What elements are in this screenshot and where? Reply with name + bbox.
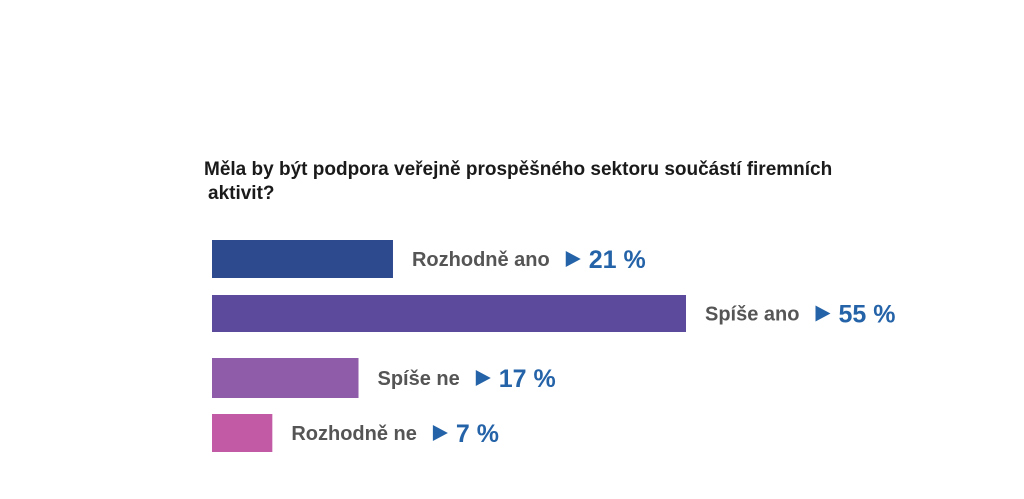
category-label: Rozhodně ano bbox=[412, 249, 550, 271]
value-label: 17 % bbox=[499, 365, 556, 393]
category-label: Spíše ano bbox=[705, 304, 799, 326]
value-label: 55 % bbox=[838, 301, 895, 329]
chart-title-line-2: aktivit? bbox=[208, 183, 275, 204]
bar-spíše-ano bbox=[212, 295, 686, 332]
category-label: Spíše ne bbox=[378, 368, 460, 390]
bar-rozhodně-ne bbox=[212, 414, 273, 452]
value-label: 21 % bbox=[589, 246, 646, 274]
bar-rozhodně-ano bbox=[212, 240, 393, 278]
bar-spíše-ne bbox=[212, 358, 359, 398]
chart-title: Měla by být podpora veřejně prospěšného … bbox=[204, 158, 964, 206]
triangle-right-icon bbox=[815, 305, 831, 322]
triangle-right-icon bbox=[565, 251, 581, 267]
chart-title-line-1: Měla by být podpora veřejně prospěšného … bbox=[204, 159, 833, 180]
category-label: Rozhodně ne bbox=[291, 423, 417, 445]
triangle-right-icon bbox=[432, 425, 448, 441]
triangle-right-icon bbox=[475, 370, 491, 386]
value-label: 7 % bbox=[456, 420, 499, 448]
